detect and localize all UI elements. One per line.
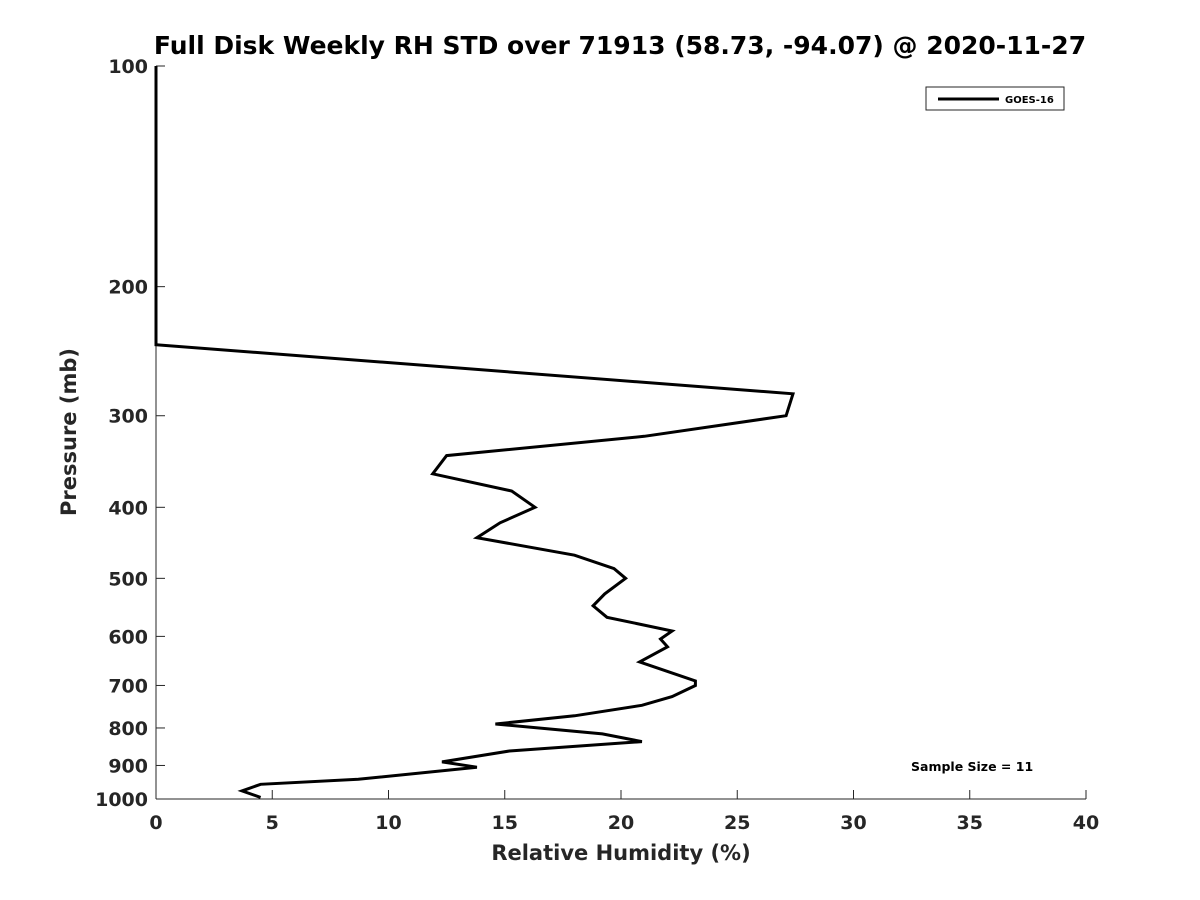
y-tick-label: 1000 (95, 789, 148, 811)
x-tick-label: 0 (149, 812, 162, 834)
y-tick-label: 800 (108, 718, 148, 740)
y-tick-label: 200 (108, 277, 148, 299)
y-tick-label: 100 (108, 56, 148, 78)
x-tick-label: 10 (375, 812, 401, 834)
x-axis-label: Relative Humidity (%) (491, 841, 750, 865)
y-tick-label: 500 (108, 568, 148, 590)
legend-label: GOES-16 (1005, 95, 1054, 106)
legend: GOES-16 (925, 86, 1065, 111)
y-ticks: 100 200 300 400 500 600 700 800 900 1000 (95, 56, 165, 811)
x-tick-label: 40 (1073, 812, 1099, 834)
x-tick-label: 35 (957, 812, 983, 834)
x-tick-label: 30 (840, 812, 866, 834)
y-tick-label: 900 (108, 755, 148, 777)
y-tick-label: 600 (108, 626, 148, 648)
x-tick-label: 20 (608, 812, 634, 834)
axes (155, 66, 1086, 800)
x-tick-label: 25 (724, 812, 750, 834)
y-tick-label: 700 (108, 675, 148, 697)
series-group (154, 66, 795, 799)
x-tick-label: 15 (492, 812, 518, 834)
x-tick-label: 5 (266, 812, 279, 834)
series-line-goes-16 (154, 66, 795, 799)
sample-size-annotation: Sample Size = 11 (911, 759, 1033, 774)
y-axis-label: Pressure (mb) (57, 348, 81, 516)
chart-title: Full Disk Weekly RH STD over 71913 (58.7… (154, 31, 1086, 60)
y-tick-label: 300 (108, 406, 148, 428)
y-tick-label: 400 (108, 497, 148, 519)
x-ticks: 0 5 10 15 20 25 30 35 40 (149, 790, 1099, 834)
